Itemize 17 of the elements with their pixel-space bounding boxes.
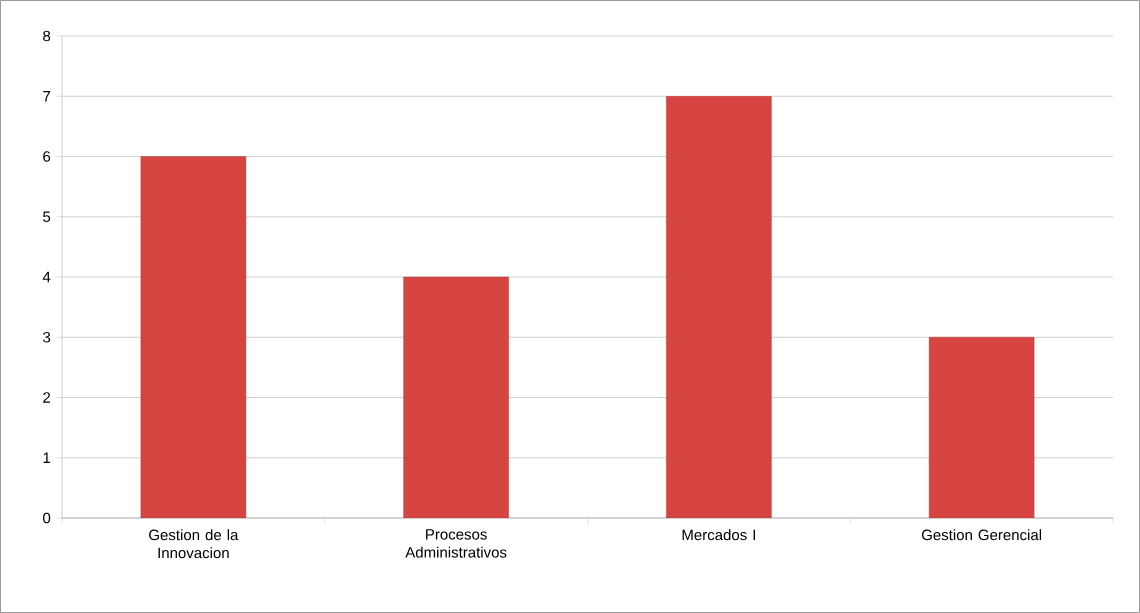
- x-tick-label: Gestion Gerencial: [921, 529, 1042, 541]
- x-tick-label: Procesos Administrativos: [405, 529, 507, 558]
- x-tick-label: Gestion de la Innovacion: [149, 529, 239, 559]
- bar: [666, 96, 772, 518]
- y-tick-label: 5: [43, 211, 51, 222]
- bar: [403, 276, 509, 518]
- y-tick-label: 2: [43, 392, 51, 403]
- y-tick-label: 3: [43, 331, 51, 343]
- y-tick-label: 6: [43, 151, 51, 162]
- bar: [140, 156, 247, 518]
- y-tick-label: 0: [43, 512, 51, 524]
- y-tick-label: 8: [43, 30, 51, 42]
- bar: [928, 337, 1035, 518]
- y-tick-label: 7: [43, 91, 51, 102]
- x-tick-label: Mercados I: [682, 529, 755, 541]
- y-tick-label: 4: [42, 271, 51, 283]
- y-tick-label: 1: [43, 452, 51, 463]
